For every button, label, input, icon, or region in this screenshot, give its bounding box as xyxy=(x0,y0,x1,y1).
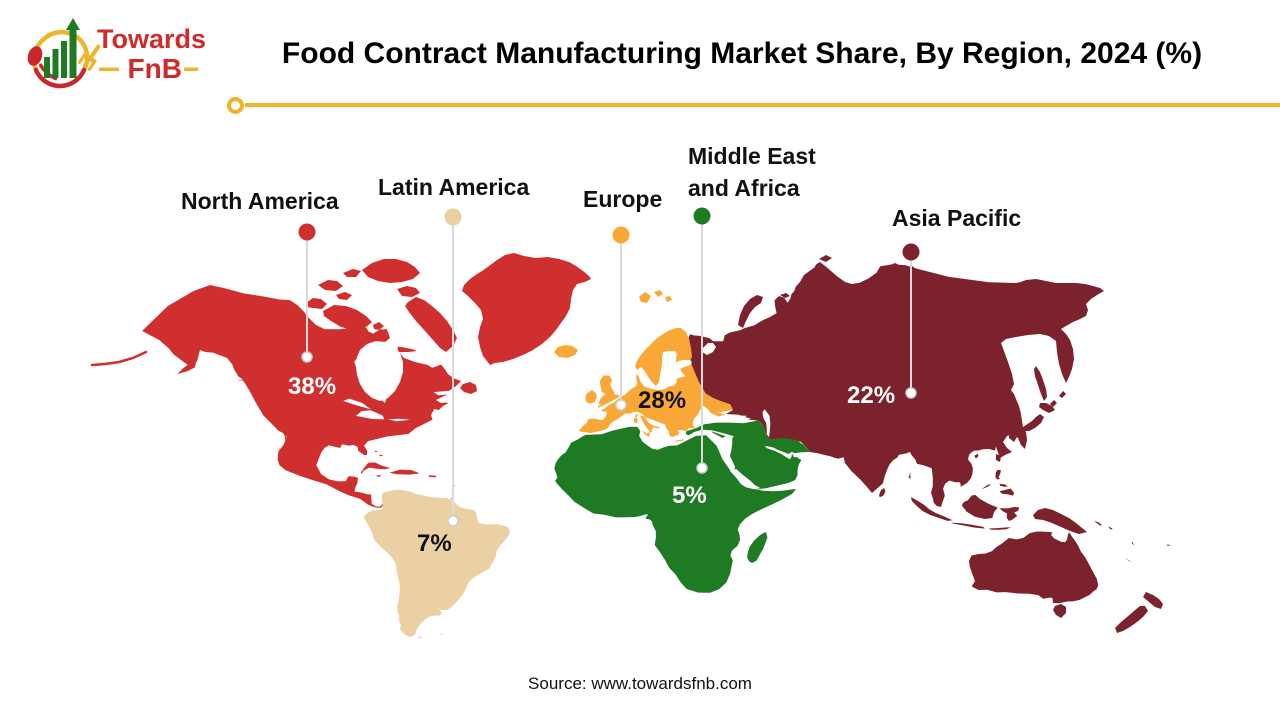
svg-text:Towards: Towards xyxy=(97,24,206,54)
svg-text:FnB: FnB xyxy=(128,53,182,84)
